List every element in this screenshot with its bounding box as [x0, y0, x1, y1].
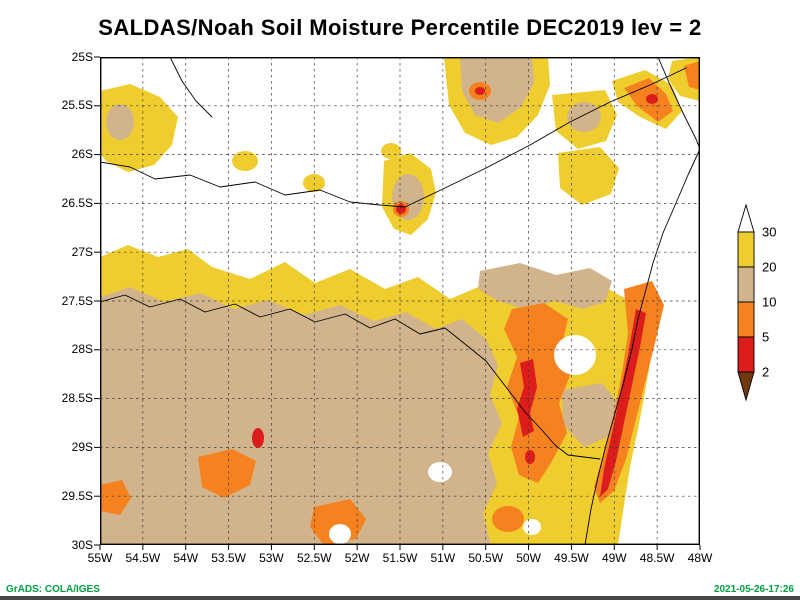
colorbar-label: 10: [762, 295, 776, 310]
region-fill-above-30: [329, 524, 351, 544]
map-canvas: [94, 56, 701, 550]
lon-tick-label: 53W: [259, 551, 284, 565]
lat-tick-label: 27S: [71, 244, 93, 259]
lon-tick-label: 49.5W: [554, 551, 589, 565]
lat-tick-label: 29.5S: [61, 488, 93, 503]
region-fill-20-30: [381, 143, 401, 159]
colorbar-segment: [737, 301, 755, 338]
lon-tick-label: 53.5W: [211, 551, 246, 565]
region-fill-5-10: [684, 61, 700, 90]
lat-tick-label: 25S: [71, 49, 93, 64]
region-fill-above-30: [523, 519, 541, 535]
lon-tick-label: 55W: [87, 551, 113, 565]
colorbar-label: 20: [762, 260, 776, 275]
map-plot-area: [94, 56, 701, 550]
colorbar-label: 5: [762, 330, 769, 345]
colorbar-segment: [737, 203, 755, 233]
region-fill-10-20: [460, 57, 534, 123]
lon-tick-label: 50W: [516, 551, 541, 565]
soil-moisture-regions: [100, 57, 700, 545]
lon-tick-label: 54W: [173, 551, 199, 565]
region-fill-20-30: [558, 147, 619, 205]
region-fill-2-5: [396, 204, 406, 214]
region-fill-2-5: [600, 309, 646, 497]
region-fill-5-10: [198, 449, 256, 498]
axis-ticks: [94, 56, 701, 550]
lat-tick-label: 26.5S: [61, 195, 93, 210]
region-fill-5-10: [504, 303, 571, 483]
lat-tick-label: 28.5S: [61, 391, 93, 406]
lat-tick-label: 30S: [71, 537, 93, 552]
lon-tick-label: 54.5W: [125, 551, 161, 565]
plot-title: SALDAS/Noah Soil Moisture Percentile DEC…: [98, 15, 702, 40]
region-fill-10-20: [478, 263, 612, 309]
region-fill-10-20: [106, 104, 134, 140]
lat-tick-label: 29S: [71, 439, 93, 454]
colorbar-segment: [737, 371, 755, 402]
lon-tick-label: 50.5W: [468, 551, 504, 565]
colorbar-segment: [737, 266, 755, 303]
lat-tick-label: 28S: [71, 342, 93, 357]
lon-tick-label: 48W: [687, 551, 713, 565]
colorbar: 30 20 10 5 2: [737, 203, 776, 402]
timestamp: 2021-05-26-17:26: [713, 584, 794, 595]
region-fill-10-20: [567, 102, 601, 132]
lon-tick-label: 52.5W: [296, 551, 332, 565]
lat-tick-label: 26S: [71, 147, 93, 162]
river-line: [169, 57, 213, 118]
region-fill-20-30: [232, 151, 258, 171]
colorbar-segment: [737, 336, 755, 373]
lon-tick-label: 52W: [344, 551, 370, 565]
region-fill-2-5: [525, 450, 535, 464]
region-fill-2-5: [646, 94, 658, 104]
lon-tick-label: 48.5W: [639, 551, 675, 565]
region-fill-above-30: [554, 335, 596, 375]
plot-frame: [99, 56, 700, 546]
region-fill-2-5: [517, 359, 537, 437]
state-borders-and-coastline: [100, 57, 700, 545]
window-bottom-edge: [0, 596, 800, 600]
region-fill-above-30: [428, 462, 452, 482]
region-fill-10-20: [100, 287, 502, 545]
state-border-line: [404, 67, 687, 208]
lon-tick-label: 51W: [430, 551, 456, 565]
region-fill-5-10: [492, 506, 524, 532]
colorbar-segment: [737, 231, 755, 268]
coastline: [584, 57, 700, 545]
region-fill-5-10: [310, 499, 366, 545]
lon-tick-label: 51.5W: [382, 551, 418, 565]
colorbar-label: 30: [762, 225, 776, 240]
region-fill-5-10: [100, 480, 131, 515]
lat-tick-label: 25.5S: [61, 98, 93, 113]
colorbar-label: 2: [762, 365, 769, 380]
region-fill-2-5: [252, 428, 264, 448]
state-border-line: [100, 294, 601, 460]
region-fill-2-5: [475, 87, 485, 95]
river-line: [100, 161, 406, 208]
lon-tick-label: 49W: [601, 551, 627, 565]
grads-credit: GrADS: COLA/IGES: [6, 584, 100, 595]
region-fill-10-20: [562, 383, 620, 447]
lat-tick-label: 27.5S: [61, 293, 93, 308]
gridlines: [100, 57, 700, 545]
